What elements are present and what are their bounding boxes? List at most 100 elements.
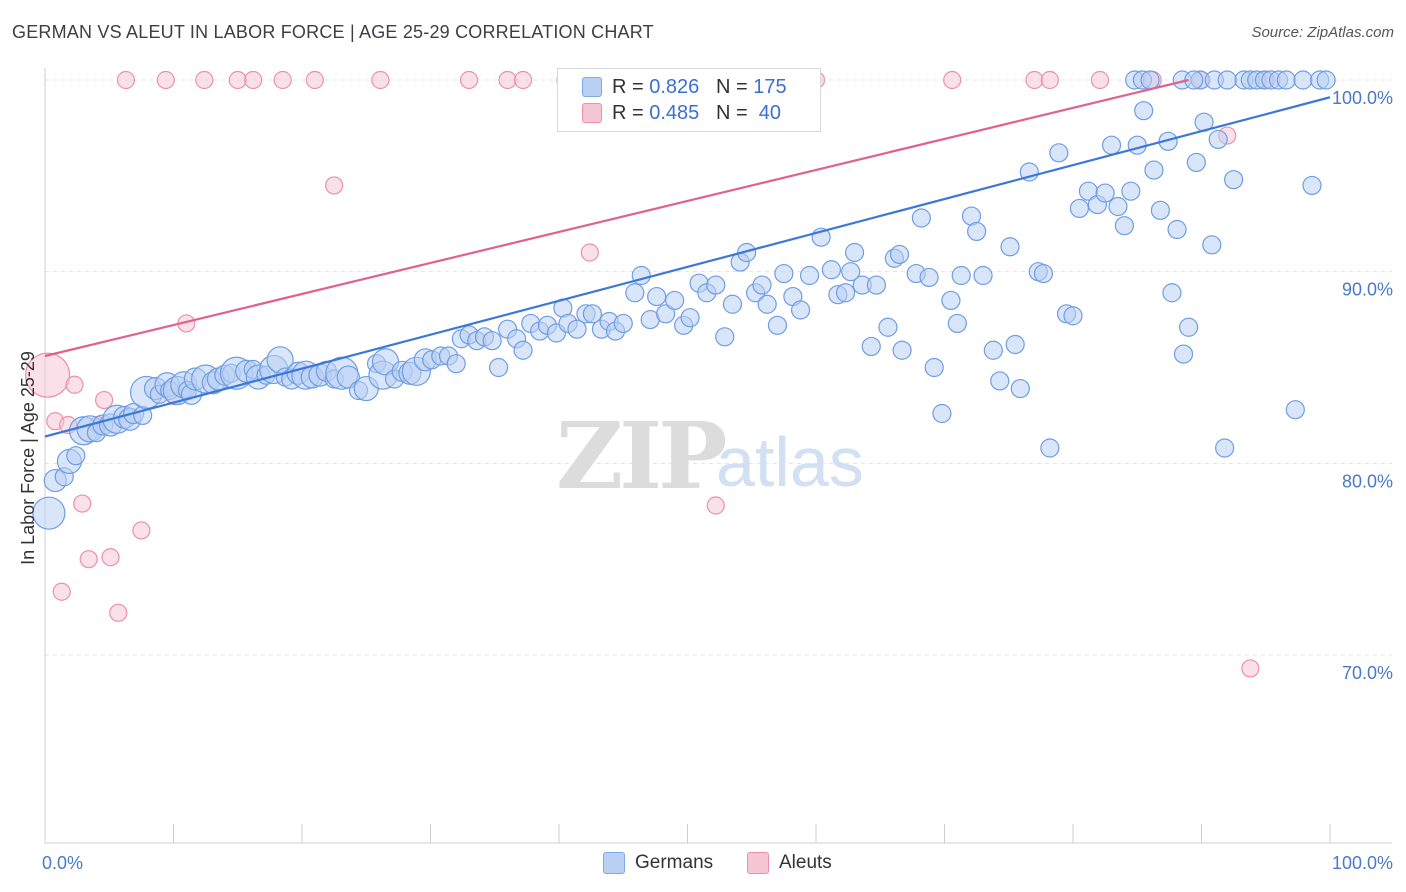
german-point (656, 304, 676, 324)
german-point (924, 357, 944, 378)
n-label: N = (715, 101, 748, 124)
german-point (1000, 237, 1020, 257)
german-point (1127, 135, 1147, 155)
german-point (947, 313, 967, 334)
aleuts-n-value: 40 (758, 101, 782, 124)
aleut-point (101, 548, 120, 567)
y-axis-title: In Labor Force | Age 25-29 (18, 351, 38, 565)
x-tick-label-min: 0.0% (42, 853, 83, 873)
german-point (1285, 400, 1305, 420)
legend-row-aleuts: R = 0.485 N = 40 (582, 100, 781, 126)
german-point (983, 340, 1003, 360)
german-point (911, 208, 931, 228)
germans-r-value: 0.826 (649, 75, 700, 98)
german-point (1293, 70, 1313, 90)
german-point (1202, 235, 1222, 255)
germans-points (32, 70, 1336, 530)
german-point (1302, 175, 1322, 196)
legend-row-germans: R = 0.826 N = 175 (582, 74, 787, 100)
german-point (1069, 198, 1090, 219)
aleut-point (156, 70, 175, 90)
aleut-point (1025, 70, 1044, 90)
legend-item-germans[interactable]: Germans (603, 852, 713, 874)
correlation-legend: R = 0.826 N = 175 R = 0.485 N = 40 (557, 68, 821, 132)
german-point (582, 304, 603, 324)
aleut-point (109, 603, 128, 622)
aleut-point (498, 70, 517, 90)
german-point (1167, 219, 1187, 240)
german-point (715, 327, 735, 347)
axes (44, 68, 1392, 844)
watermark-zip: ZIP (556, 402, 725, 510)
aleuts-r-value: 0.485 (649, 101, 700, 124)
german-point (1224, 170, 1244, 190)
german-point (1108, 196, 1128, 217)
german-point (1217, 70, 1237, 90)
aleut-point (943, 70, 962, 90)
german-point (722, 294, 743, 314)
german-point (767, 315, 788, 335)
aleut-point (95, 390, 114, 410)
german-point (1005, 334, 1025, 355)
aleut-point (706, 496, 725, 515)
german-point (889, 244, 910, 265)
german-point (513, 340, 533, 360)
watermark-atlas: atlas (716, 423, 864, 501)
german-point (932, 403, 952, 424)
german-point (752, 275, 772, 295)
german-point (821, 260, 842, 280)
german-point (680, 308, 700, 328)
aleut-point (52, 582, 71, 601)
aleut-point (513, 70, 533, 90)
trendlines (44, 78, 1331, 438)
aleut-point (1241, 659, 1260, 678)
x-tick-label-max: 100.0% (1332, 853, 1393, 873)
german-point (1179, 317, 1199, 337)
german-point (1040, 438, 1060, 458)
german-point (1033, 263, 1054, 284)
german-point (613, 313, 633, 334)
german-point (446, 354, 466, 374)
y-tick-label: 80.0% (1342, 471, 1393, 491)
german-point (1095, 183, 1115, 203)
germans-legend-swatch (603, 852, 625, 874)
german-point (1063, 306, 1083, 326)
source-label: Source: ZipAtlas.com (1251, 24, 1394, 41)
german-point (1215, 438, 1235, 458)
german-point (967, 221, 987, 242)
german-point (951, 265, 971, 286)
aleut-point (79, 550, 98, 569)
german-point (861, 336, 881, 357)
germans-swatch (582, 77, 602, 97)
german-point (1049, 143, 1069, 163)
aleuts-legend-label: Aleuts (779, 852, 832, 873)
german-point (737, 242, 757, 263)
german-point (892, 340, 912, 360)
watermark: ZIP atlas (556, 402, 864, 510)
german-point (1162, 283, 1182, 303)
aleut-point (73, 494, 92, 513)
germans-legend-label: Germans (635, 852, 714, 873)
german-point (941, 290, 961, 311)
aleut-point (1040, 70, 1059, 90)
aleut-point (132, 521, 151, 540)
aleut-point (244, 70, 263, 90)
german-point (1144, 160, 1164, 180)
aleuts-legend-swatch (747, 852, 769, 874)
german-point (1114, 216, 1135, 236)
german-point (973, 265, 993, 286)
german-point (844, 242, 865, 263)
german-point (489, 357, 509, 378)
german-point (1101, 135, 1122, 155)
german-point (1150, 200, 1170, 220)
y-tick-label: 100.0% (1332, 88, 1393, 108)
german-point (1121, 181, 1141, 201)
german-point (866, 275, 886, 295)
aleut-point (116, 70, 136, 90)
german-point (66, 446, 86, 466)
aleut-point (325, 176, 344, 195)
german-point (799, 265, 820, 286)
legend-item-aleuts[interactable]: Aleuts (747, 852, 832, 874)
r-label: R = (612, 101, 644, 124)
